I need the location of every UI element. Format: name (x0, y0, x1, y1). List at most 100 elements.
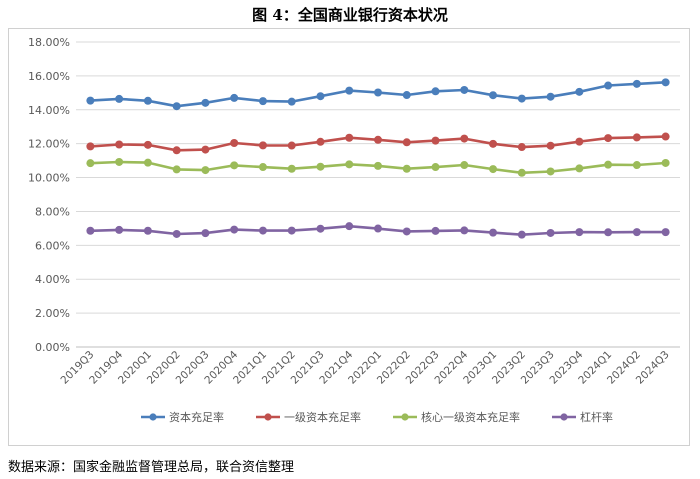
legend-label: 一级资本充足率 (284, 410, 361, 424)
data-point (287, 226, 296, 235)
data-point (575, 164, 584, 173)
data-point (115, 225, 124, 234)
data-point (431, 163, 440, 172)
data-point (345, 160, 354, 169)
data-point (402, 138, 411, 147)
y-tick-label: 4.00% (35, 273, 70, 286)
data-point (287, 97, 296, 106)
data-point (316, 224, 325, 233)
data-point (143, 226, 152, 235)
data-point (345, 133, 354, 142)
data-point (517, 168, 526, 177)
data-point (632, 133, 641, 142)
legend: 资本充足率 一级资本充足率 核心一级资本充足率 杠杆率 (141, 410, 613, 424)
data-point (517, 94, 526, 103)
data-point (316, 137, 325, 146)
series-2 (86, 132, 670, 155)
data-point (258, 226, 267, 235)
data-point (402, 227, 411, 236)
data-point (172, 165, 181, 174)
data-point (86, 159, 95, 168)
legend-label: 杠杆率 (580, 410, 613, 424)
data-point (604, 160, 613, 169)
data-point (374, 135, 382, 144)
legend-item: 一级资本充足率 (256, 410, 361, 424)
legend-label: 资本充足率 (169, 410, 224, 424)
data-point (431, 226, 440, 235)
data-point (431, 87, 440, 96)
data-point (258, 163, 267, 172)
data-point (460, 134, 469, 143)
data-point (345, 222, 354, 231)
data-point (258, 97, 267, 106)
data-point (661, 78, 670, 87)
data-point (115, 157, 124, 166)
data-point (604, 134, 613, 143)
figure-title: 图 4：全国商业银行资本状况 (252, 6, 448, 24)
data-point (546, 228, 555, 237)
data-point (143, 158, 152, 167)
data-point (517, 230, 526, 239)
legend-label: 核心一级资本充足率 (421, 410, 520, 424)
data-point (374, 88, 382, 97)
data-point (489, 165, 498, 174)
data-point (345, 86, 354, 95)
data-point (575, 228, 584, 237)
data-point (604, 228, 613, 237)
y-tick-label: 12.00% (28, 138, 70, 151)
data-point (489, 139, 498, 148)
chart-frame: 0.00% 2.00% 4.00% 6.00% 8.00% 10.00% 12.00% 14.… (8, 28, 690, 446)
data-point (86, 226, 95, 235)
y-tick-label: 6.00% (35, 239, 70, 252)
data-point (460, 161, 469, 170)
data-point (201, 229, 210, 238)
data-point (402, 164, 411, 173)
data-point (604, 81, 613, 90)
data-point (230, 93, 239, 102)
data-point (115, 140, 124, 149)
legend-item: 杠杆率 (552, 410, 613, 424)
data-point (258, 141, 267, 150)
data-point (86, 142, 95, 151)
data-point (632, 228, 641, 237)
data-point (172, 102, 181, 111)
legend-marker (149, 413, 157, 421)
series-lines (86, 78, 670, 239)
data-point (460, 226, 469, 235)
data-point (230, 138, 239, 147)
data-point (201, 145, 210, 154)
data-point (517, 143, 526, 152)
y-tick-label: 18.00% (28, 36, 70, 49)
data-point (115, 94, 124, 103)
data-point (575, 137, 584, 146)
source-note: 数据来源：国家金融监督管理总局，联合资信整理 (8, 460, 295, 475)
legend-item: 核心一级资本充足率 (393, 410, 520, 424)
y-tick-label: 16.00% (28, 70, 70, 83)
series-1 (86, 78, 670, 111)
y-tick-label: 14.00% (28, 104, 70, 117)
data-point (546, 141, 555, 150)
data-point (374, 224, 382, 233)
data-point (575, 87, 584, 96)
data-point (287, 141, 296, 150)
data-point (201, 98, 210, 107)
data-point (546, 167, 555, 176)
grid-lines (76, 41, 680, 348)
legend-marker (264, 413, 272, 421)
y-tick-label: 2.00% (35, 307, 70, 320)
data-point (201, 166, 210, 175)
data-point (86, 96, 95, 105)
data-point (230, 161, 239, 170)
data-point (489, 228, 498, 237)
x-axis-ticks: 2019Q32019Q42020Q12020Q22020Q32020Q42021… (59, 348, 672, 386)
data-point (661, 228, 670, 237)
data-point (489, 91, 498, 100)
data-point (316, 92, 325, 101)
data-point (230, 225, 239, 234)
series-3 (86, 157, 670, 177)
legend-marker (401, 413, 409, 421)
line-chart: 0.00% 2.00% 4.00% 6.00% 8.00% 10.00% 12.00% 14.… (28, 36, 680, 424)
data-point (661, 158, 670, 167)
data-point (172, 229, 181, 238)
data-point (172, 146, 181, 155)
